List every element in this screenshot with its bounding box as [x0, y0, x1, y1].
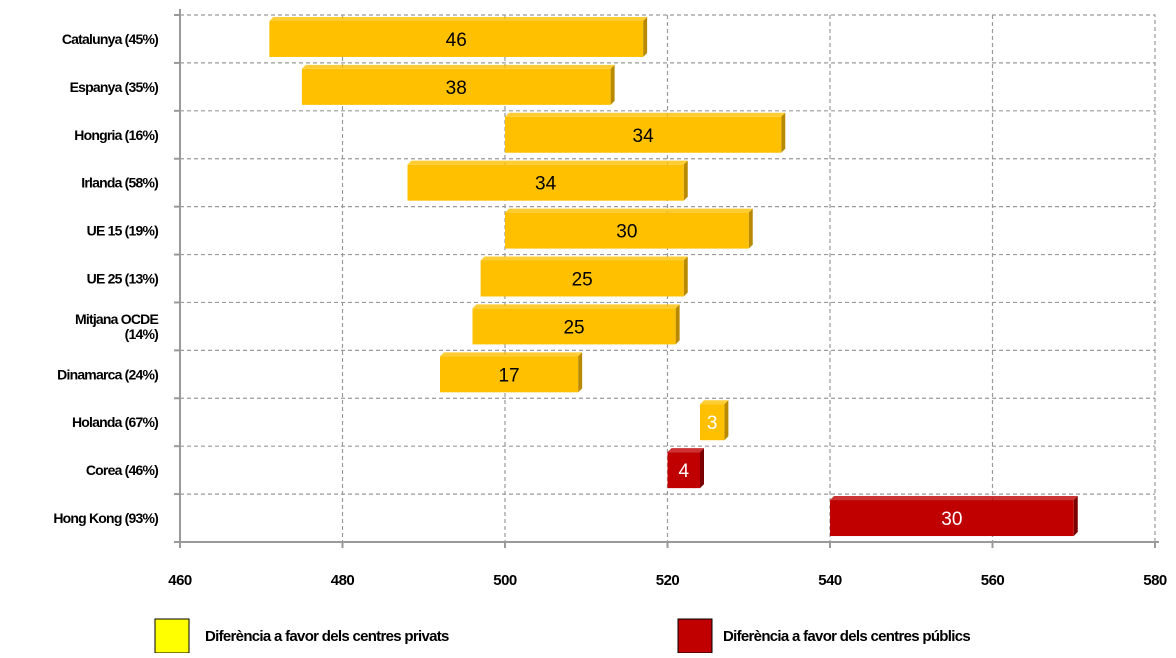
bar-rect	[480, 260, 684, 297]
bar-value-label: 30	[941, 509, 962, 530]
category-label: Espanya (35%)	[70, 79, 159, 95]
bar-rect	[269, 20, 644, 57]
bar-side-face	[724, 400, 729, 441]
legend: Diferència a favor dels centres privats D…	[154, 618, 971, 654]
bar-top-face	[269, 16, 648, 21]
bar-top-face	[407, 160, 688, 165]
bar-2: 38	[301, 64, 615, 105]
bar-9: 3	[700, 400, 729, 441]
bar-7: 25	[472, 304, 680, 345]
x-tick-label: 520	[656, 572, 680, 589]
bar-1: 46	[269, 16, 648, 57]
bar-rect	[700, 404, 725, 441]
bar-side-face	[610, 64, 615, 105]
category-label: Mitjana OCDE	[75, 311, 158, 327]
category-label: UE 15 (19%)	[87, 223, 158, 239]
bar-5: 30	[505, 208, 753, 249]
bar-value-label: 4	[678, 461, 689, 482]
legend-item-private: Diferència a favor dels centres privats	[154, 618, 450, 654]
bar-value-label: 38	[446, 78, 467, 99]
bar-side-face	[675, 304, 680, 345]
bar-value-label: 46	[446, 30, 467, 51]
bar-4: 34	[407, 160, 688, 201]
x-tick-labels: 460 480 500 520 540 560 580	[168, 572, 1167, 589]
bar-top-face	[440, 352, 583, 357]
bar-11: 30	[830, 496, 1078, 537]
bar-top-face	[700, 400, 729, 405]
axes	[174, 9, 1159, 548]
x-tick-label: 500	[493, 572, 517, 589]
bar-rect	[301, 68, 611, 105]
bar-side-face	[683, 256, 688, 297]
x-tick-label: 480	[331, 572, 355, 589]
category-label: Hongria (16%)	[74, 127, 158, 143]
x-tick-label: 540	[818, 572, 842, 589]
category-label: Irlanda (58%)	[81, 175, 158, 191]
bar-rect	[505, 212, 749, 249]
bar-rect	[440, 356, 579, 393]
bar-top-face	[505, 208, 753, 213]
bar-rect	[407, 164, 684, 201]
bar-rect	[472, 308, 676, 345]
bar-top-face	[480, 256, 688, 261]
category-label: Catalunya (45%)	[62, 31, 158, 47]
bar-top-face	[667, 448, 704, 453]
bar-value-label: 17	[498, 365, 519, 386]
bar-side-face	[748, 208, 753, 249]
category-label: Corea (46%)	[86, 462, 158, 478]
category-labels: Catalunya (45%) Espanya (35%) Hongria (16%…	[53, 31, 159, 526]
category-label: Dinamarca (24%)	[57, 366, 158, 382]
x-tick-label: 460	[168, 572, 192, 589]
legend-item-public: Diferència a favor dels centres públics	[677, 618, 971, 654]
legend-swatch	[677, 618, 713, 654]
bar-side-face	[643, 16, 648, 57]
bar-value-label: 34	[633, 126, 655, 147]
legend-label: Diferència a favor dels centres privats	[205, 628, 449, 645]
bar-top-face	[505, 112, 786, 117]
bar-side-face	[683, 160, 688, 201]
category-label: UE 25 (13%)	[87, 271, 158, 287]
legend-label: Diferència a favor dels centres públics	[723, 628, 970, 645]
x-tick-label: 560	[981, 572, 1005, 589]
bar-3: 34	[505, 112, 786, 153]
category-label: Hong Kong (93%)	[53, 510, 158, 526]
bar-value-label: 25	[563, 317, 584, 338]
bar-value-label: 30	[616, 222, 637, 243]
bar-side-face	[781, 112, 786, 153]
legend-swatch	[154, 618, 190, 654]
bar-6: 25	[480, 256, 688, 297]
bar-rect	[505, 116, 782, 153]
bar-value-label: 25	[572, 270, 593, 291]
bar-side-face	[578, 352, 583, 393]
category-label: Holanda (67%)	[72, 414, 158, 430]
bar-top-face	[472, 304, 680, 309]
bar-side-face	[700, 448, 704, 489]
x-tick-label: 580	[1143, 572, 1167, 589]
bar-rect	[667, 452, 700, 489]
bar-value-label: 3	[707, 413, 718, 434]
bar-value-label: 34	[535, 174, 557, 195]
bar-top-face	[301, 64, 615, 69]
bar-8: 17	[440, 352, 583, 393]
bar-top-face	[830, 496, 1078, 501]
bar-side-face	[1073, 496, 1078, 537]
category-label: (14%)	[125, 326, 158, 342]
bar-rect	[830, 500, 1074, 537]
bar-10: 4	[667, 448, 704, 489]
